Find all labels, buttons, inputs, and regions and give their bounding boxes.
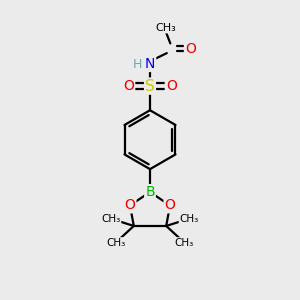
Text: O: O xyxy=(166,79,177,93)
Text: N: N xyxy=(145,57,155,71)
Text: O: O xyxy=(185,42,196,56)
Text: CH₃: CH₃ xyxy=(179,214,199,224)
Text: B: B xyxy=(145,185,155,199)
Text: O: O xyxy=(165,198,176,212)
Text: S: S xyxy=(145,79,155,94)
Text: O: O xyxy=(123,79,134,93)
Text: CH₃: CH₃ xyxy=(106,238,125,248)
Text: CH₃: CH₃ xyxy=(155,22,176,32)
Text: CH₃: CH₃ xyxy=(175,238,194,248)
Text: CH₃: CH₃ xyxy=(101,214,121,224)
Text: O: O xyxy=(124,198,135,212)
Text: H: H xyxy=(133,58,142,70)
